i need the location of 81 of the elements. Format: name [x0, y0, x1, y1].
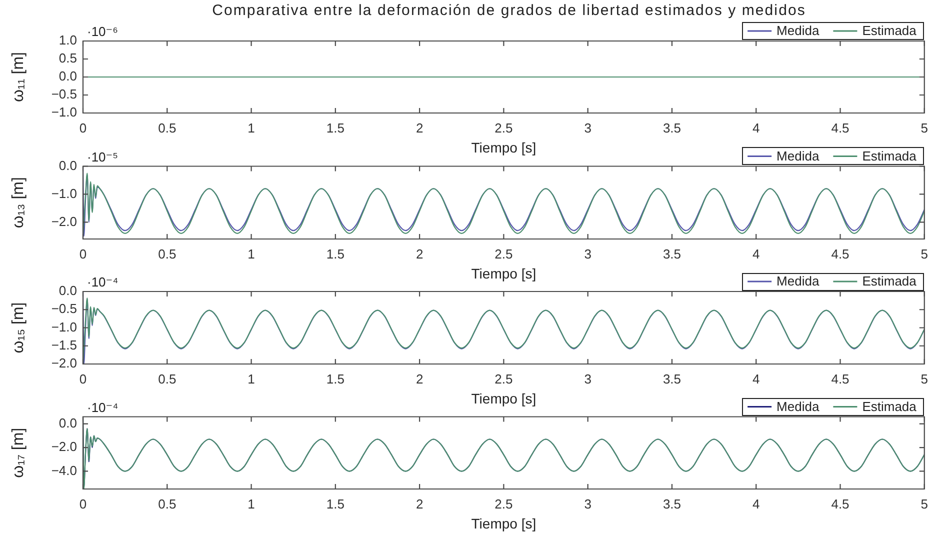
x-tick-label: 1.5 — [326, 371, 344, 386]
x-tick-label: 1 — [248, 371, 255, 386]
y-tick-label: −1.0 — [51, 104, 77, 120]
x-tick-label: 0.5 — [158, 371, 176, 386]
x-tick-label: 4.5 — [831, 371, 850, 386]
y-tick-label: −1.0 — [51, 319, 77, 334]
y-axis-title: ω₁₅ [m] — [10, 302, 28, 354]
text: ·10⁻⁴ — [87, 400, 118, 415]
text: ·10⁻⁴ — [87, 274, 118, 290]
x-tick-label: 1.5 — [326, 246, 344, 262]
y-axis-title: ω₁₃ [m] — [10, 177, 28, 228]
chart-title: Comparativa entre la deformación de grados de libertad estimados y medidos — [211, 2, 807, 19]
x-tick-label: 5 — [920, 120, 928, 136]
x-tick-label: 2.5 — [494, 246, 513, 262]
y-tick-label: −0.5 — [51, 301, 77, 316]
x-tick-label: 3 — [584, 496, 592, 512]
y-tick-label: 0.5 — [58, 50, 77, 66]
x-tick-label: 2 — [416, 371, 424, 386]
x-tick-label: 2 — [416, 246, 424, 262]
legend-label: Estimada — [862, 23, 918, 38]
x-tick-label: 4 — [752, 371, 760, 386]
legend-label: Medida — [776, 274, 820, 289]
y-tick-label: −2.0 — [51, 214, 77, 229]
x-tick-label: 0.5 — [158, 120, 176, 136]
y-tick-label: −2.0 — [51, 439, 77, 454]
text: ·10⁻⁶ — [87, 24, 118, 39]
x-tick-label: 4.5 — [831, 496, 850, 512]
x-tick-label: 4 — [752, 496, 760, 512]
legend-label: Medida — [776, 23, 820, 38]
y-tick-label: −1.5 — [51, 337, 77, 352]
y-tick-label: 0.0 — [58, 283, 77, 298]
x-tick-label: 4.5 — [831, 246, 850, 262]
x-tick-label: 0.5 — [158, 496, 176, 512]
x-tick-label: 2 — [416, 496, 424, 512]
y-tick-label: −1.0 — [51, 186, 77, 201]
x-tick-label: 3.5 — [662, 246, 682, 262]
x-axis-title: Tiempo [s] — [471, 139, 536, 156]
x-tick-label: 1 — [248, 496, 255, 512]
x-tick-label: 0 — [79, 496, 87, 512]
legend-label: Estimada — [862, 148, 918, 164]
x-tick-label: 0 — [79, 120, 87, 136]
x-tick-label: 1 — [248, 246, 255, 262]
x-axis-title: Tiempo [s] — [471, 390, 536, 406]
x-tick-label: 2 — [416, 120, 424, 136]
x-tick-label: 5 — [920, 496, 928, 512]
x-tick-label: 3.5 — [662, 371, 682, 386]
x-tick-label: 5 — [920, 246, 928, 262]
y-axis-title: ω₁₇ [m] — [10, 428, 28, 478]
x-tick-label: 3 — [584, 246, 592, 262]
y-tick-label: −4.0 — [51, 462, 77, 478]
x-tick-label: 2.5 — [494, 496, 513, 512]
x-tick-label: 4 — [752, 246, 760, 262]
y-tick-label: 0.0 — [58, 415, 77, 430]
x-tick-label: 3.5 — [662, 120, 682, 136]
y-axis-title: ω₁₁ [m] — [10, 52, 28, 102]
y-tick-label: 0.0 — [58, 68, 77, 84]
x-tick-label: 2.5 — [494, 120, 513, 136]
x-tick-label: 5 — [920, 371, 928, 386]
x-tick-label: 0 — [79, 371, 87, 386]
x-tick-label: 2.5 — [494, 371, 513, 386]
x-tick-label: 1 — [248, 120, 255, 136]
x-tick-label: 3 — [584, 371, 592, 386]
y-tick-label: 0.0 — [58, 158, 77, 173]
x-tick-label: 1.5 — [326, 496, 344, 512]
x-tick-label: 0.5 — [158, 246, 176, 262]
y-tick-label: −2.0 — [51, 356, 77, 371]
x-tick-label: 3 — [584, 120, 592, 136]
x-tick-label: 4 — [752, 120, 760, 136]
legend-label: Estimada — [862, 398, 918, 414]
y-tick-label: −0.5 — [51, 86, 77, 102]
legend-label: Medida — [776, 398, 820, 414]
legend-label: Estimada — [862, 274, 918, 289]
text: ·10⁻⁵ — [87, 149, 118, 164]
x-tick-label: 1.5 — [326, 120, 344, 136]
x-tick-label: 4.5 — [831, 120, 850, 136]
x-axis-title: Tiempo [s] — [471, 265, 536, 282]
x-tick-label: 0 — [79, 246, 87, 262]
legend-label: Medida — [776, 148, 820, 164]
y-tick-label: 1.0 — [58, 32, 77, 48]
x-tick-label: 3.5 — [662, 496, 682, 512]
x-axis-title: Tiempo [s] — [471, 515, 536, 532]
